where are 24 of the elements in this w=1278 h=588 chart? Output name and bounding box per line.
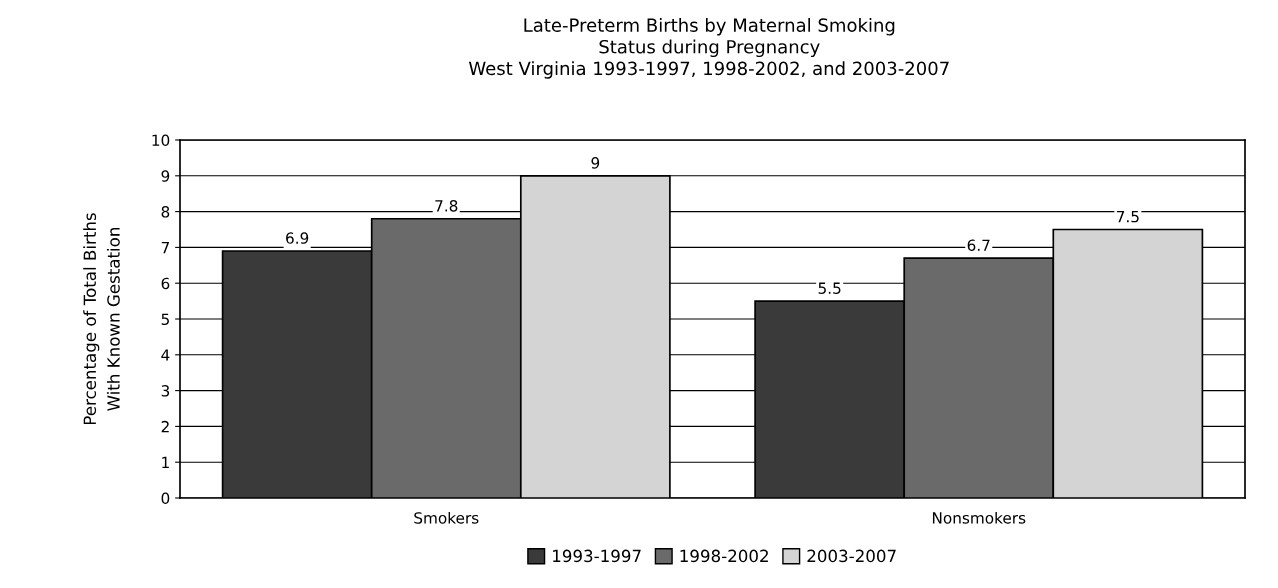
- legend-label: 1993-1997: [553, 549, 641, 563]
- data-label: 7.5: [1116, 211, 1139, 223]
- y-tick-label: 5: [161, 313, 169, 326]
- y-tick-label: 10: [152, 134, 170, 147]
- data-label: 7.8: [435, 200, 458, 212]
- legend-label: 1998-2002: [680, 549, 768, 563]
- y-tick-label: 0: [161, 492, 170, 505]
- y-tick-label: 1: [162, 456, 169, 468]
- x-tick-label: Smokers: [414, 511, 479, 524]
- data-label: 9: [591, 157, 600, 169]
- chart-title: Late-Preterm Births by Maternal Smoking Status during Pregnancy West Virginia 1993-1997, 1998-2002, and 2003-2007: [468, 18, 949, 79]
- y-tick-label: 4: [161, 349, 170, 361]
- legend-label: 2003-2007: [807, 549, 896, 563]
- y-tick-label: 8: [161, 206, 170, 218]
- data-label: 6.9: [286, 232, 309, 244]
- y-axis-title: Percentage of Total Births With Known Gestation: [83, 213, 120, 425]
- data-label: 6.7: [967, 239, 990, 252]
- x-tick-label: Nonsmokers: [932, 511, 1026, 524]
- y-tick-label: 6: [161, 277, 170, 290]
- y-tick-label: 9: [161, 170, 170, 182]
- data-label: 5.5: [818, 282, 841, 294]
- y-tick-label: 3: [161, 385, 170, 397]
- y-tick-label: 7: [161, 242, 169, 254]
- y-tick-label: 2: [161, 420, 169, 433]
